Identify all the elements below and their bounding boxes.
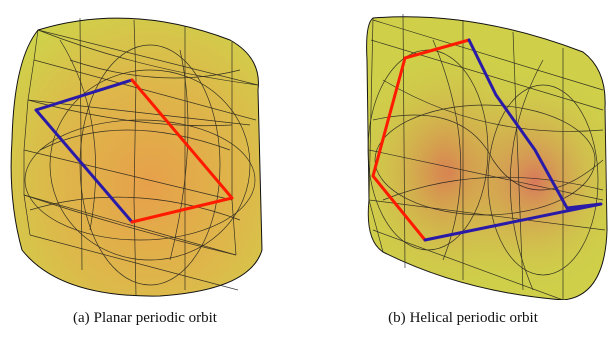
surface-mesh (23, 17, 259, 297)
caption-b: (b) Helical periodic orbit (313, 310, 613, 327)
panel-helical-orbit: (b) Helical periodic orbit (313, 0, 613, 352)
surface-body (10, 17, 263, 297)
caption-b-text: Helical periodic orbit (409, 310, 538, 326)
caption-b-label: (b) (388, 310, 406, 326)
orbit-segment-red (371, 38, 471, 242)
orbit-segment-blue (423, 38, 603, 242)
orbit-segment-blue (34, 78, 134, 224)
planar-orbit-path (34, 78, 234, 224)
planar-orbit-figure (10, 17, 263, 297)
caption-a: (a) Planar periodic orbit (0, 310, 290, 327)
caption-a-text: Planar periodic orbit (93, 310, 217, 326)
orbit-segment-red (130, 78, 234, 224)
helical-orbit-path (371, 38, 603, 242)
caption-a-label: (a) (73, 310, 90, 326)
helical-orbit-figure (366, 13, 608, 300)
panel-planar-orbit: (a) Planar periodic orbit (0, 0, 300, 352)
